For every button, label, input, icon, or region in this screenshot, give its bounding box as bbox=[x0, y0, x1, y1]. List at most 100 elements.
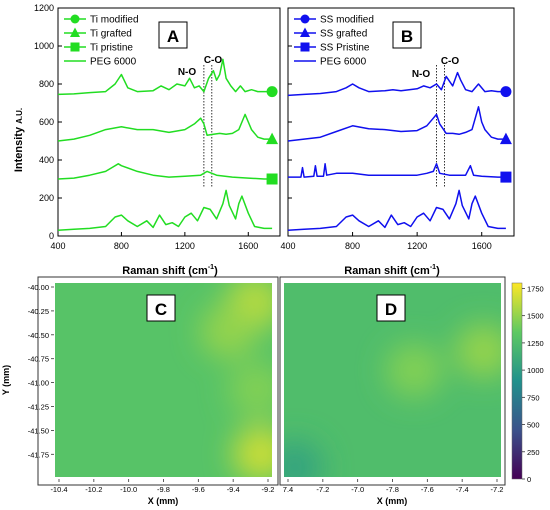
x-tick-label-d: -7.8 bbox=[386, 485, 399, 494]
legend-marker-ss-modified bbox=[300, 14, 310, 24]
legend-label-ss-modified: SS modified bbox=[320, 15, 374, 26]
axis-ticks-d: 7.4 -7.2 -7.0 -7.8 -7.6 -7.4 -7.2 bbox=[283, 479, 503, 494]
y-tick-label-a: 200 bbox=[39, 193, 54, 203]
xlabel-sup-b: -1 bbox=[430, 264, 436, 271]
y-tick-label-c: -40.75 bbox=[28, 355, 49, 364]
xlabel-b: Raman shift (cm bbox=[344, 265, 430, 277]
colorbar-tick-label: 0 bbox=[527, 475, 531, 484]
legend-marker-ti-modified bbox=[70, 14, 80, 24]
colorbar-tick-label: 750 bbox=[527, 393, 540, 402]
x-tick-label-d: -7.6 bbox=[421, 485, 434, 494]
legend-marker-ss-grafted bbox=[300, 27, 310, 37]
x-tick-label-b: 1600 bbox=[472, 241, 492, 251]
x-tick-label-c: -10.2 bbox=[85, 485, 102, 494]
colorbar-gradient bbox=[511, 282, 523, 480]
panel-label-d: D bbox=[385, 300, 397, 319]
y-tick-label-c: -41.25 bbox=[28, 403, 49, 412]
colorbar-tick-label: 1000 bbox=[527, 366, 544, 375]
series-line-ss-pristine bbox=[288, 163, 506, 178]
series-end-marker-ss-modified bbox=[500, 86, 512, 98]
legend-label-peg-6000: PEG 6000 bbox=[90, 57, 137, 68]
annotation-co-a: C-O bbox=[204, 55, 223, 66]
panel-label-box-b bbox=[392, 21, 422, 49]
series-end-marker-ti-modified bbox=[266, 86, 278, 98]
series-group-b bbox=[287, 71, 512, 232]
y-tick-label-a: 400 bbox=[39, 155, 54, 165]
panel-c: -10.4 -10.2 -10.0 -9.8 -9.6 -9.4 -9.2 -40.00 -40… bbox=[1, 276, 279, 506]
y-axis-label-c: Y (mm) bbox=[1, 365, 11, 395]
series-line-ti-modified bbox=[57, 58, 273, 96]
legend-marker-ss-pristine bbox=[300, 42, 310, 52]
colorbar: 0 250 500 750 1000 1250 1500 1750 bbox=[511, 282, 544, 484]
axis-ticks-a: 400 800 1200 1600 0 200 400 600 800 1000 1200 bbox=[34, 3, 258, 251]
x-tick-label-b: 800 bbox=[345, 241, 360, 251]
legend-label-ss-pristine: SS Pristine bbox=[320, 43, 370, 54]
annotation-no-a: N-O bbox=[178, 67, 197, 78]
heatmap-spot-d bbox=[455, 323, 501, 379]
series-end-marker-ss-grafted bbox=[499, 132, 512, 145]
xlabel-close-a: ) bbox=[214, 265, 218, 277]
x-tick-label-c: -9.6 bbox=[192, 485, 205, 494]
series-line-ss-grafted bbox=[287, 106, 506, 142]
heatmap-spot-c bbox=[228, 362, 272, 417]
y-tick-label-c: -40.25 bbox=[28, 307, 49, 316]
x-tick-label-d: 7.4 bbox=[283, 485, 293, 494]
x-tick-label-d: -7.4 bbox=[456, 485, 469, 494]
annotation-co-b: C-O bbox=[441, 56, 460, 67]
legend-marker-ti-pristine bbox=[70, 42, 80, 52]
legend-a: Ti modified Ti grafted Ti pristine PEG 6000 bbox=[64, 14, 139, 68]
panel-label-b: B bbox=[401, 27, 413, 46]
x-tick-label-d: -7.2 bbox=[316, 485, 329, 494]
colorbar-tick-label: 1500 bbox=[527, 312, 544, 321]
legend-marker-ti-grafted bbox=[70, 27, 80, 37]
colorbar-tick-label: 250 bbox=[527, 448, 540, 457]
y-tick-label-c: -40.00 bbox=[28, 283, 49, 292]
panel-label-box-a bbox=[158, 21, 188, 49]
heatmap-highlights-d bbox=[284, 323, 501, 477]
x-tick-label-c: -10.4 bbox=[50, 485, 67, 494]
ylabel-a: Intensity bbox=[13, 126, 25, 172]
legend-label-peg-6000: PEG 6000 bbox=[320, 57, 367, 68]
x-tick-label-b: 1200 bbox=[407, 241, 427, 251]
colorbar-tick-label: 500 bbox=[527, 421, 540, 430]
y-tick-label-a: 800 bbox=[39, 79, 54, 89]
x-axis-label-b: Raman shift (cm-1) bbox=[344, 264, 440, 277]
x-axis-label-a: Raman shift (cm-1) bbox=[122, 264, 218, 277]
x-tick-label-a: 800 bbox=[114, 241, 129, 251]
heatmap-spot-d bbox=[284, 440, 324, 477]
series-line-ss-modified bbox=[287, 71, 506, 97]
heatmap-spot-c bbox=[200, 304, 257, 359]
xlabel-sup-a: -1 bbox=[208, 264, 214, 271]
axis-ticks-c: -10.4 -10.2 -10.0 -9.8 -9.6 -9.4 -9.2 -40.00 -40… bbox=[28, 283, 275, 494]
y-tick-label-a: 0 bbox=[49, 231, 54, 241]
heatmap-spot-c bbox=[232, 426, 272, 477]
panel-label-box-d bbox=[376, 294, 406, 322]
series-end-marker-ti-grafted bbox=[266, 132, 279, 145]
y-tick-label-a: 600 bbox=[39, 117, 54, 127]
x-tick-label-a: 1200 bbox=[175, 241, 195, 251]
x-tick-label-d: -7.0 bbox=[351, 485, 364, 494]
x-tick-label-a: 400 bbox=[50, 241, 65, 251]
axis-ticks-b: 400 800 1200 1600 bbox=[280, 7, 492, 251]
series-line-peg-6000 bbox=[57, 189, 273, 232]
legend-label-ti-grafted: Ti grafted bbox=[90, 29, 132, 40]
panel-a: 400 800 1200 1600 0 200 400 600 800 1000 1200 Inte… bbox=[13, 3, 281, 277]
y-axis-label-a: Intensity A.U. bbox=[13, 108, 25, 172]
xlabel-close-b: ) bbox=[436, 265, 440, 277]
series-end-marker-ss-pristine bbox=[500, 171, 512, 183]
colorbar-ticks: 0 250 500 750 1000 1250 1500 1750 bbox=[522, 284, 544, 484]
x-tick-label-c: -9.2 bbox=[262, 485, 275, 494]
y-tick-label-c: -40.50 bbox=[28, 331, 49, 340]
legend-label-ss-grafted: SS grafted bbox=[320, 29, 367, 40]
series-line-ti-pristine bbox=[57, 163, 273, 180]
series-group-a bbox=[57, 58, 279, 232]
series-line-ti-grafted bbox=[57, 113, 273, 142]
annotation-no-b: N-O bbox=[412, 69, 431, 80]
heatmap-highlights-c bbox=[200, 283, 272, 477]
x-tick-label-c: -9.8 bbox=[157, 485, 170, 494]
colorbar-tick-label: 1750 bbox=[527, 284, 544, 293]
panel-d: 7.4 -7.2 -7.0 -7.8 -7.6 -7.4 -7.2 X (mm) D bbox=[279, 276, 506, 506]
panel-b: 400 800 1200 1600 Raman shift (cm-1) N-O C-… bbox=[280, 7, 515, 277]
ylabel-unit-a: A.U. bbox=[15, 108, 24, 124]
